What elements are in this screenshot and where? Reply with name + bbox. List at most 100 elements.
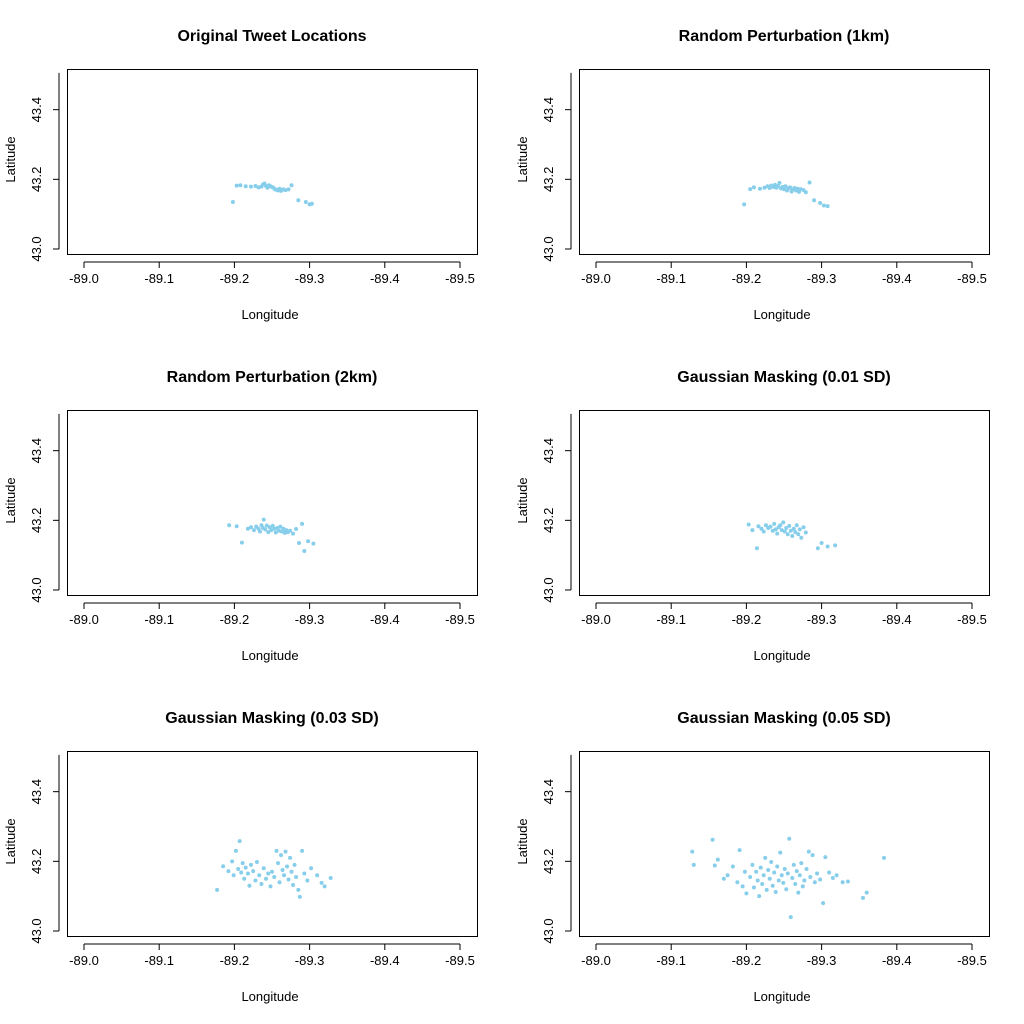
data-point: [791, 862, 796, 867]
data-point: [812, 198, 817, 203]
data-point: [251, 869, 256, 874]
data-point: [227, 523, 232, 528]
data-point: [779, 873, 784, 878]
x-tick-label: -89.0: [581, 612, 611, 627]
data-point: [735, 880, 740, 885]
data-point: [247, 883, 252, 888]
data-point: [309, 201, 314, 206]
x-tick-label: -89.4: [370, 953, 400, 968]
data-point: [234, 183, 239, 188]
data-point: [744, 891, 749, 896]
data-point: [289, 869, 294, 874]
data-point: [294, 527, 299, 532]
data-point: [302, 871, 307, 876]
x-tick-label: -89.2: [220, 612, 250, 627]
x-tick-label: -89.5: [957, 612, 987, 627]
data-point: [770, 528, 775, 533]
x-tick-label: -89.5: [445, 953, 475, 968]
data-point: [818, 877, 823, 882]
data-point: [781, 880, 786, 885]
x-tick-label: -89.3: [295, 612, 325, 627]
data-point: [754, 546, 759, 551]
data-point: [761, 529, 766, 534]
data-point: [784, 525, 789, 530]
data-point: [712, 863, 717, 868]
x-tick-label: -89.1: [656, 612, 686, 627]
x-tick-label: -89.2: [220, 271, 250, 286]
data-point: [793, 530, 798, 535]
data-point: [306, 539, 311, 544]
data-point: [315, 873, 320, 878]
data-point: [757, 186, 762, 191]
data-point: [864, 890, 869, 895]
x-tick-label: -89.4: [882, 271, 912, 286]
y-tick-label: 43.4: [29, 779, 44, 804]
data-point: [821, 901, 826, 906]
data-point: [691, 862, 696, 867]
data-point: [710, 837, 715, 842]
data-point: [772, 870, 777, 875]
data-point: [815, 546, 820, 551]
plot-frame: [579, 69, 990, 255]
data-point: [763, 855, 768, 860]
y-tick-label: 43.4: [541, 779, 556, 804]
data-point: [233, 848, 238, 853]
data-point: [804, 866, 809, 871]
data-point: [787, 523, 792, 528]
y-tick-label: 43.4: [29, 97, 44, 122]
data-point: [812, 880, 817, 885]
scatter-panel: Gaussian Masking (0.01 SD) -89.0 -89.1 -89.…: [515, 369, 990, 663]
data-point: [840, 880, 845, 885]
data-point: [821, 203, 826, 208]
data-point: [763, 523, 768, 528]
x-tick-label: -89.4: [882, 953, 912, 968]
data-point: [798, 187, 803, 192]
x-tick-label: -89.5: [957, 953, 987, 968]
data-point: [757, 894, 762, 899]
data-point: [286, 877, 291, 882]
data-point: [740, 884, 745, 889]
data-point: [742, 869, 747, 874]
data-point: [796, 890, 801, 895]
data-point: [279, 853, 284, 858]
data-point: [782, 866, 787, 871]
x-tick-label: -89.4: [370, 612, 400, 627]
plot-frame: [67, 69, 478, 255]
data-point: [231, 873, 236, 878]
data-point: [243, 184, 248, 189]
data-point: [236, 866, 241, 871]
x-tick-label: -89.2: [732, 271, 762, 286]
data-point: [760, 881, 765, 886]
data-point: [245, 526, 250, 531]
data-point: [297, 894, 302, 899]
y-axis-label: Latitude: [515, 136, 530, 182]
data-point: [319, 880, 324, 885]
x-tick-label: -89.0: [69, 271, 99, 286]
data-point: [775, 531, 780, 536]
data-point: [215, 887, 220, 892]
data-point: [690, 849, 695, 854]
data-point: [796, 532, 801, 537]
data-point: [230, 859, 235, 864]
data-point: [230, 199, 235, 204]
data-point: [788, 915, 793, 920]
y-tick-label: 43.4: [541, 97, 556, 122]
data-point: [788, 528, 793, 533]
data-point: [803, 190, 808, 195]
data-point: [778, 523, 783, 528]
x-tick-label: -89.2: [732, 953, 762, 968]
data-point: [261, 517, 266, 522]
scatter-panel: Random Perturbation (1km) -89.0 -89.1 -89.2…: [515, 28, 990, 322]
data-point: [257, 873, 262, 878]
x-tick-label: -89.3: [295, 271, 325, 286]
data-point: [273, 530, 278, 535]
y-axis-label: Latitude: [3, 818, 18, 864]
data-point: [264, 523, 269, 528]
x-tick-label: -89.1: [144, 271, 174, 286]
data-point: [759, 526, 764, 531]
data-point: [254, 860, 259, 865]
data-point: [302, 548, 307, 553]
y-axis-label: Latitude: [3, 477, 18, 523]
x-axis-label: Longitude: [241, 989, 298, 1004]
